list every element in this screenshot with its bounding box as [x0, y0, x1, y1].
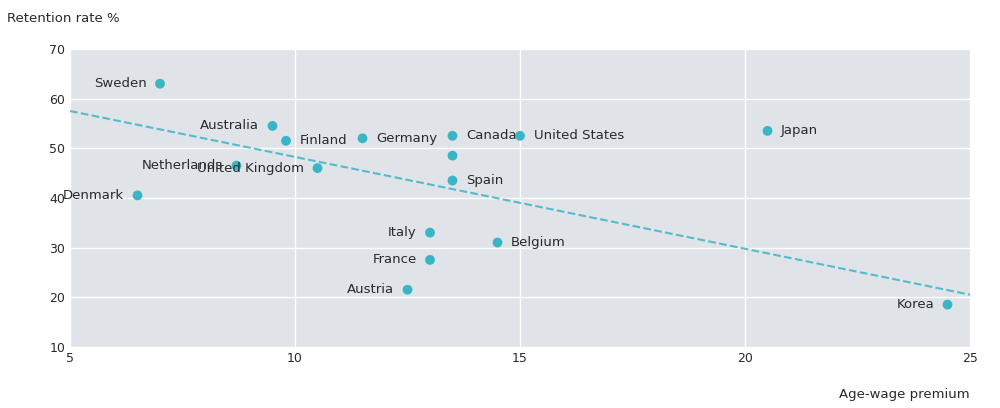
- Point: [228, 162, 244, 169]
- Text: Germany: Germany: [376, 132, 437, 145]
- Point: [152, 80, 168, 87]
- Text: Finland: Finland: [300, 134, 347, 147]
- Point: [278, 137, 294, 144]
- Text: Japan: Japan: [781, 124, 818, 137]
- Point: [422, 229, 438, 236]
- Point: [400, 286, 416, 293]
- Text: Italy: Italy: [388, 226, 416, 239]
- Point: [940, 302, 956, 308]
- Text: United States: United States: [534, 129, 624, 142]
- Text: Retention rate %: Retention rate %: [7, 12, 120, 25]
- Point: [444, 153, 460, 159]
- Text: Korea: Korea: [896, 298, 934, 311]
- Text: Age-wage premium: Age-wage premium: [839, 388, 970, 401]
- Point: [760, 128, 776, 134]
- Point: [130, 192, 146, 199]
- Text: Spain: Spain: [466, 174, 503, 187]
- Text: United Kingdom: United Kingdom: [197, 162, 304, 175]
- Point: [512, 133, 528, 139]
- Point: [354, 135, 370, 142]
- Text: Canada: Canada: [466, 129, 517, 142]
- Point: [310, 165, 326, 171]
- Text: France: France: [372, 253, 416, 266]
- Text: Belgium: Belgium: [511, 236, 566, 249]
- Text: Australia: Australia: [200, 120, 259, 133]
- Point: [444, 177, 460, 184]
- Point: [422, 257, 438, 263]
- Text: Netherlands: Netherlands: [142, 159, 223, 172]
- Point: [490, 239, 505, 246]
- Text: Austria: Austria: [347, 283, 394, 296]
- Text: Denmark: Denmark: [63, 189, 124, 202]
- Point: [444, 133, 460, 139]
- Text: Sweden: Sweden: [94, 77, 146, 90]
- Point: [264, 123, 280, 129]
